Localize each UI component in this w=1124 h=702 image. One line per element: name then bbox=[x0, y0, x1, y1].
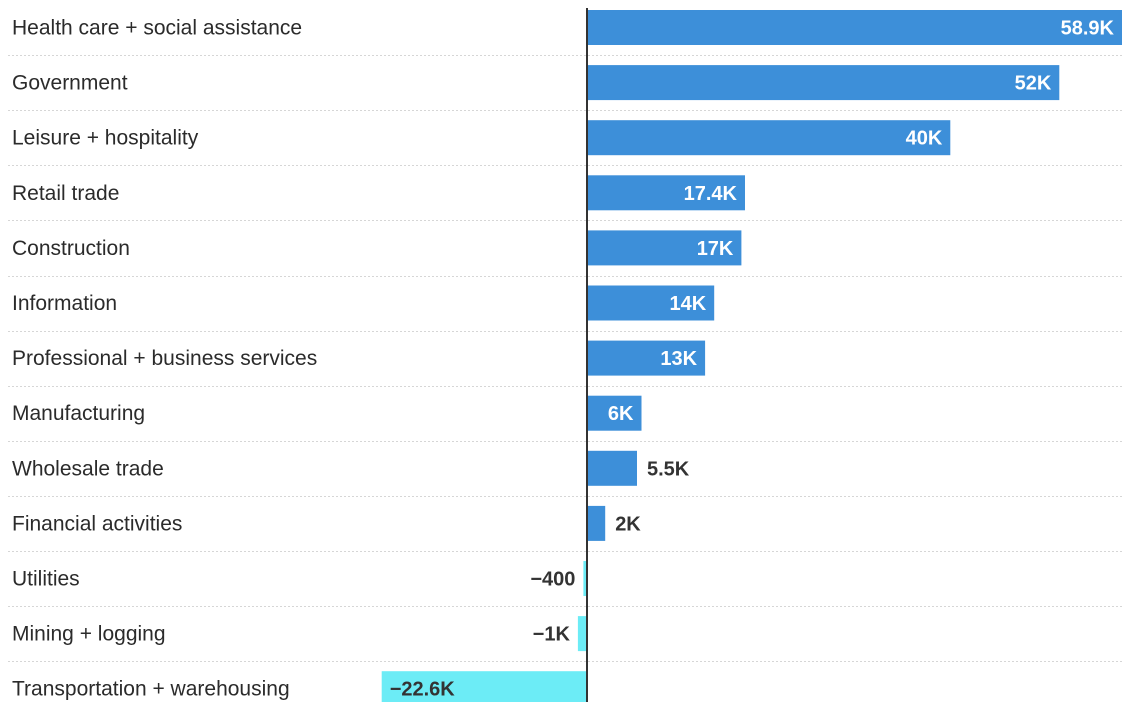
category-label: Professional + business services bbox=[12, 347, 317, 370]
value-label: 52K bbox=[1015, 73, 1052, 95]
value-label: 40K bbox=[906, 128, 943, 150]
value-label: 6K bbox=[608, 403, 634, 425]
category-label: Transportation + warehousing bbox=[12, 678, 290, 701]
bar-0 bbox=[587, 10, 1122, 45]
bar-9 bbox=[587, 506, 605, 541]
value-label: 58.9K bbox=[1061, 18, 1115, 40]
category-label: Information bbox=[12, 292, 117, 315]
value-label: 13K bbox=[660, 348, 697, 370]
category-label: Retail trade bbox=[12, 182, 119, 205]
category-label: Construction bbox=[12, 237, 130, 260]
category-label: Financial activities bbox=[12, 512, 182, 535]
category-label: Manufacturing bbox=[12, 402, 145, 425]
category-label: Wholesale trade bbox=[12, 457, 164, 480]
category-labels: Health care + social assistance Governmen… bbox=[12, 17, 317, 701]
category-label: Leisure + hospitality bbox=[12, 127, 199, 150]
bar-1 bbox=[587, 65, 1059, 100]
value-label: −1K bbox=[533, 624, 571, 646]
bar-11 bbox=[578, 616, 587, 651]
category-label: Mining + logging bbox=[12, 623, 166, 646]
category-label: Utilities bbox=[12, 568, 80, 591]
value-label: 2K bbox=[615, 513, 641, 535]
value-label: −400 bbox=[530, 569, 575, 591]
value-label: 17K bbox=[697, 238, 734, 260]
value-labels: 58.9K 52K 40K 17.4K 17K 14K 13K 6K 5.5K 2K −400 −1K… bbox=[390, 18, 1115, 701]
value-label: 5.5K bbox=[647, 458, 690, 480]
category-label: Health care + social assistance bbox=[12, 17, 302, 40]
category-label: Government bbox=[12, 72, 128, 95]
value-label: −22.6K bbox=[390, 679, 456, 701]
value-label: 17.4K bbox=[684, 183, 738, 205]
value-label: 14K bbox=[669, 293, 706, 315]
bar-2 bbox=[587, 120, 950, 155]
bars bbox=[382, 10, 1122, 702]
bar-8 bbox=[587, 451, 637, 486]
